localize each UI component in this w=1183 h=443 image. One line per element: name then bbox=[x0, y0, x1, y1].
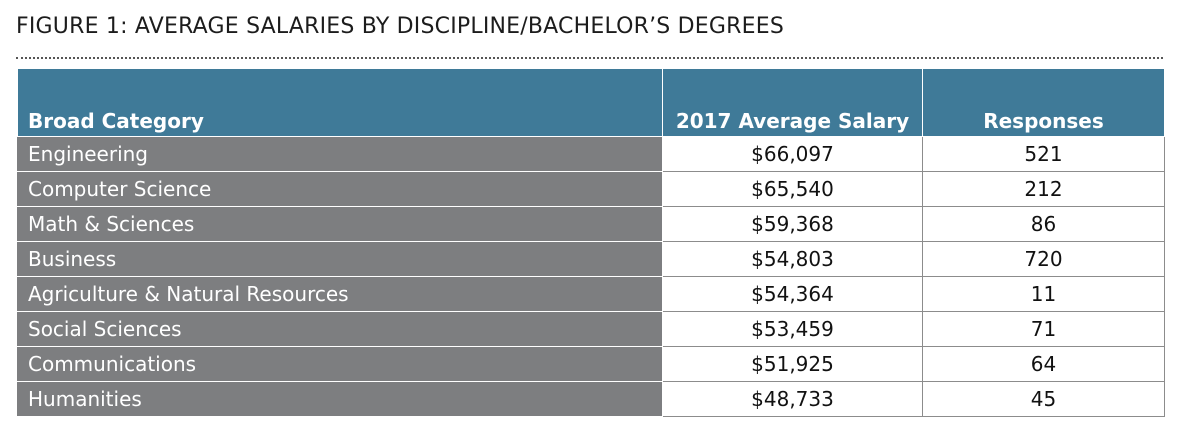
row-responses: 720 bbox=[922, 241, 1165, 277]
row-category: Business bbox=[17, 241, 663, 277]
header-responses: Responses bbox=[922, 68, 1165, 137]
row-category: Humanities bbox=[17, 381, 663, 417]
row-responses: 521 bbox=[922, 136, 1165, 172]
row-responses: 11 bbox=[922, 276, 1165, 312]
header-average-salary: 2017 Average Salary bbox=[662, 68, 923, 137]
row-responses: 86 bbox=[922, 206, 1165, 242]
row-salary: $65,540 bbox=[662, 171, 923, 207]
row-category: Communications bbox=[17, 346, 663, 382]
table-row: Engineering $66,097 521 bbox=[17, 136, 1165, 172]
row-responses: 212 bbox=[922, 171, 1165, 207]
row-salary: $48,733 bbox=[662, 381, 923, 417]
salary-table: Broad Category 2017 Average Salary Respo… bbox=[17, 68, 1165, 417]
row-category: Math & Sciences bbox=[17, 206, 663, 242]
table-row: Computer Science $65,540 212 bbox=[17, 171, 1165, 207]
row-category: Engineering bbox=[17, 136, 663, 172]
row-category: Agriculture & Natural Resources bbox=[17, 276, 663, 312]
row-category: Social Sciences bbox=[17, 311, 663, 347]
table-row: Math & Sciences $59,368 86 bbox=[17, 206, 1165, 242]
table-header-row: Broad Category 2017 Average Salary Respo… bbox=[17, 68, 1165, 137]
table-row: Communications $51,925 64 bbox=[17, 346, 1165, 382]
figure-title: FIGURE 1: AVERAGE SALARIES BY DISCIPLINE… bbox=[16, 14, 785, 39]
title-divider bbox=[16, 57, 1163, 59]
row-salary: $53,459 bbox=[662, 311, 923, 347]
row-salary: $54,803 bbox=[662, 241, 923, 277]
row-salary: $66,097 bbox=[662, 136, 923, 172]
table-row: Agriculture & Natural Resources $54,364 … bbox=[17, 276, 1165, 312]
row-category: Computer Science bbox=[17, 171, 663, 207]
row-salary: $59,368 bbox=[662, 206, 923, 242]
table-row: Social Sciences $53,459 71 bbox=[17, 311, 1165, 347]
header-broad-category: Broad Category bbox=[17, 68, 663, 137]
row-salary: $51,925 bbox=[662, 346, 923, 382]
row-responses: 64 bbox=[922, 346, 1165, 382]
table-row: Business $54,803 720 bbox=[17, 241, 1165, 277]
table-row: Humanities $48,733 45 bbox=[17, 381, 1165, 417]
row-responses: 45 bbox=[922, 381, 1165, 417]
row-salary: $54,364 bbox=[662, 276, 923, 312]
row-responses: 71 bbox=[922, 311, 1165, 347]
